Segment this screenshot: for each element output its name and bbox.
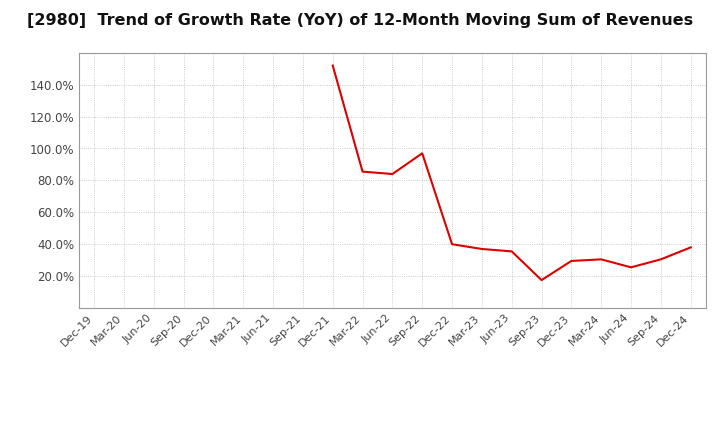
Text: [2980]  Trend of Growth Rate (YoY) of 12-Month Moving Sum of Revenues: [2980] Trend of Growth Rate (YoY) of 12-… [27, 13, 693, 28]
